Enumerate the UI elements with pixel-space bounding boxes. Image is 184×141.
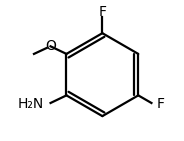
Text: O: O	[45, 39, 56, 53]
Text: H₂N: H₂N	[18, 97, 44, 111]
Text: F: F	[98, 5, 106, 19]
Text: F: F	[157, 97, 165, 111]
